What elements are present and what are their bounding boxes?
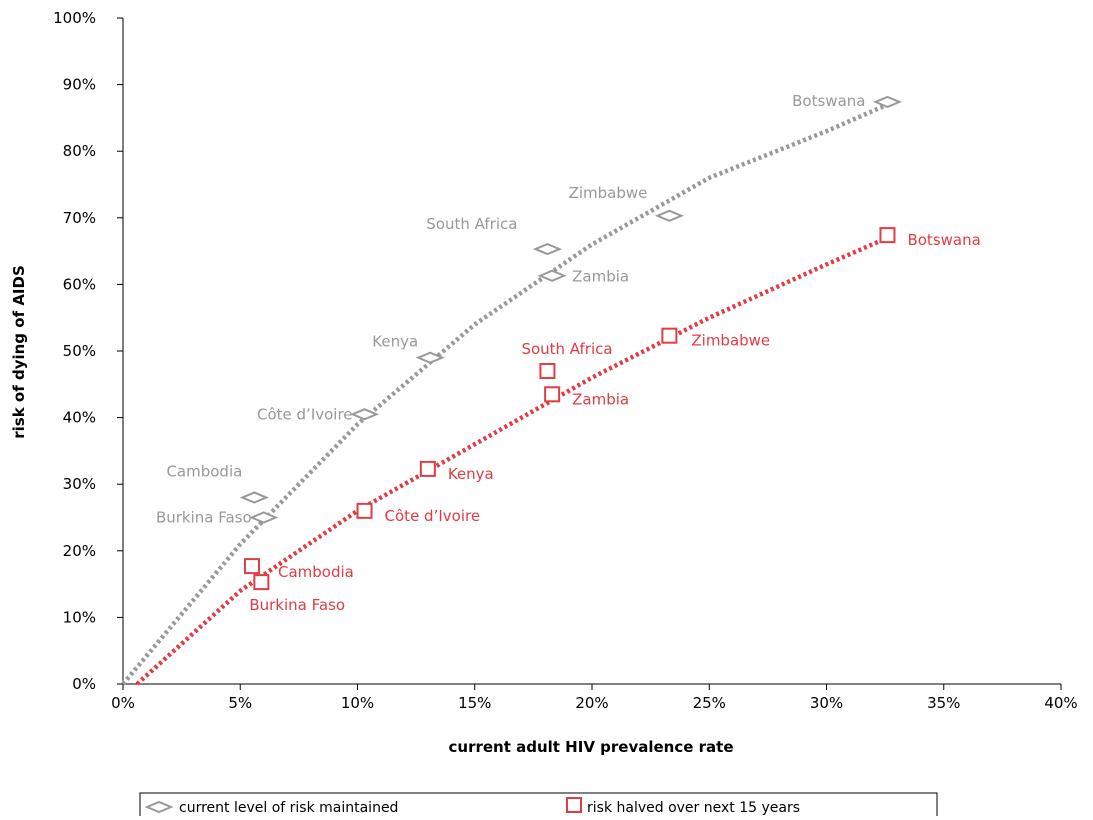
data-label-zimbabwe: Zimbabwe	[569, 184, 648, 202]
y-tick-label: 70%	[63, 209, 96, 227]
data-label-south-africa: South Africa	[426, 215, 517, 233]
x-tick-label: 10%	[341, 694, 374, 712]
y-tick-label: 10%	[63, 608, 96, 626]
y-tick-label: 30%	[63, 475, 96, 493]
x-axis-title: current adult HIV prevalence rate	[449, 738, 734, 756]
point-cote-d-ivoire-diamond	[349, 408, 380, 421]
point-burkina-faso-square	[253, 574, 270, 591]
y-axis-title: risk of dying of AIDS	[10, 265, 28, 439]
series-risk-halved-over-next-15-years: Burkina Faso Cambodia Côte d’Ivoire Kenya So…	[135, 227, 981, 686]
x-tick-label: 5%	[228, 694, 252, 712]
point-kenya-square	[419, 460, 436, 477]
point-burkina-faso-diamond	[249, 511, 279, 524]
y-tick-label: 100%	[53, 9, 96, 27]
x-tick-label: 40%	[1044, 694, 1077, 712]
x-tick-label: 30%	[810, 694, 843, 712]
legend-square-marker-icon	[566, 797, 582, 813]
legend-label-risk-halved: risk halved over next 15 years	[587, 800, 800, 816]
data-label-cote-d-ivoire: Côte d’Ivoire	[257, 405, 353, 423]
point-cambodia-diamond	[239, 491, 269, 504]
point-zimbabwe-square	[661, 327, 678, 344]
y-tick-label: 60%	[63, 275, 96, 293]
trend-line-current-level-of-risk-maintained	[121, 102, 889, 686]
data-label-cambodia: Cambodia	[278, 563, 354, 581]
data-label-cote-d-ivoire: Côte d’Ivoire	[385, 507, 481, 525]
data-label-burkina-faso: Burkina Faso	[156, 509, 252, 527]
point-zimbabwe-diamond	[654, 209, 684, 222]
legend-label-current-risk: current level of risk maintained	[179, 800, 398, 816]
series-current-level-of-risk-maintained: Burkina Faso Cambodia Côte d’Ivoire Kenya So…	[121, 92, 903, 686]
y-tick-label: 0%	[72, 675, 96, 693]
data-label-botswana: Botswana	[792, 92, 865, 110]
legend-item-risk-halved: risk halved over next 15 years	[566, 797, 800, 816]
x-tick-label: 0%	[111, 694, 135, 712]
x-tick-label: 25%	[693, 694, 726, 712]
data-label-zimbabwe: Zimbabwe	[691, 332, 770, 350]
legend-frame	[139, 792, 938, 819]
legend: current level of risk maintained risk ha…	[139, 792, 938, 819]
point-south-africa-square	[539, 362, 556, 379]
point-botswana-square	[879, 227, 896, 244]
legend-diamond-marker-icon	[144, 800, 174, 814]
data-label-cambodia: Cambodia	[166, 463, 242, 481]
point-zambia-diamond	[537, 269, 567, 282]
y-tick-label: 90%	[63, 76, 96, 94]
point-botswana-diamond	[872, 95, 903, 108]
x-tick-label: 15%	[458, 694, 491, 712]
y-tick-label: 20%	[63, 542, 96, 560]
data-label-south-africa: South Africa	[521, 340, 612, 358]
legend-item-current-risk: current level of risk maintained	[144, 800, 398, 816]
point-kenya-diamond	[415, 351, 445, 364]
point-zambia-square	[544, 386, 561, 403]
y-tick-label: 40%	[63, 409, 96, 427]
point-south-africa-diamond	[532, 243, 563, 256]
data-label-zambia: Zambia	[572, 268, 629, 286]
data-label-zambia: Zambia	[572, 390, 629, 408]
data-label-burkina-faso: Burkina Faso	[249, 596, 345, 614]
x-tick-label: 20%	[575, 694, 608, 712]
point-cote-d-ivoire-square	[356, 502, 373, 519]
point-cambodia-square	[243, 558, 260, 575]
y-tick-label: 50%	[63, 342, 96, 360]
axes: 0% 10% 20% 30% 40% 50% 60% 70% 80% 90% 100% 0% 5% 10%…	[53, 9, 1078, 712]
data-label-botswana: Botswana	[907, 231, 980, 249]
y-tick-label: 80%	[63, 142, 96, 160]
x-tick-label: 35%	[927, 694, 960, 712]
data-label-kenya: Kenya	[372, 333, 418, 351]
data-label-kenya: Kenya	[448, 465, 494, 483]
